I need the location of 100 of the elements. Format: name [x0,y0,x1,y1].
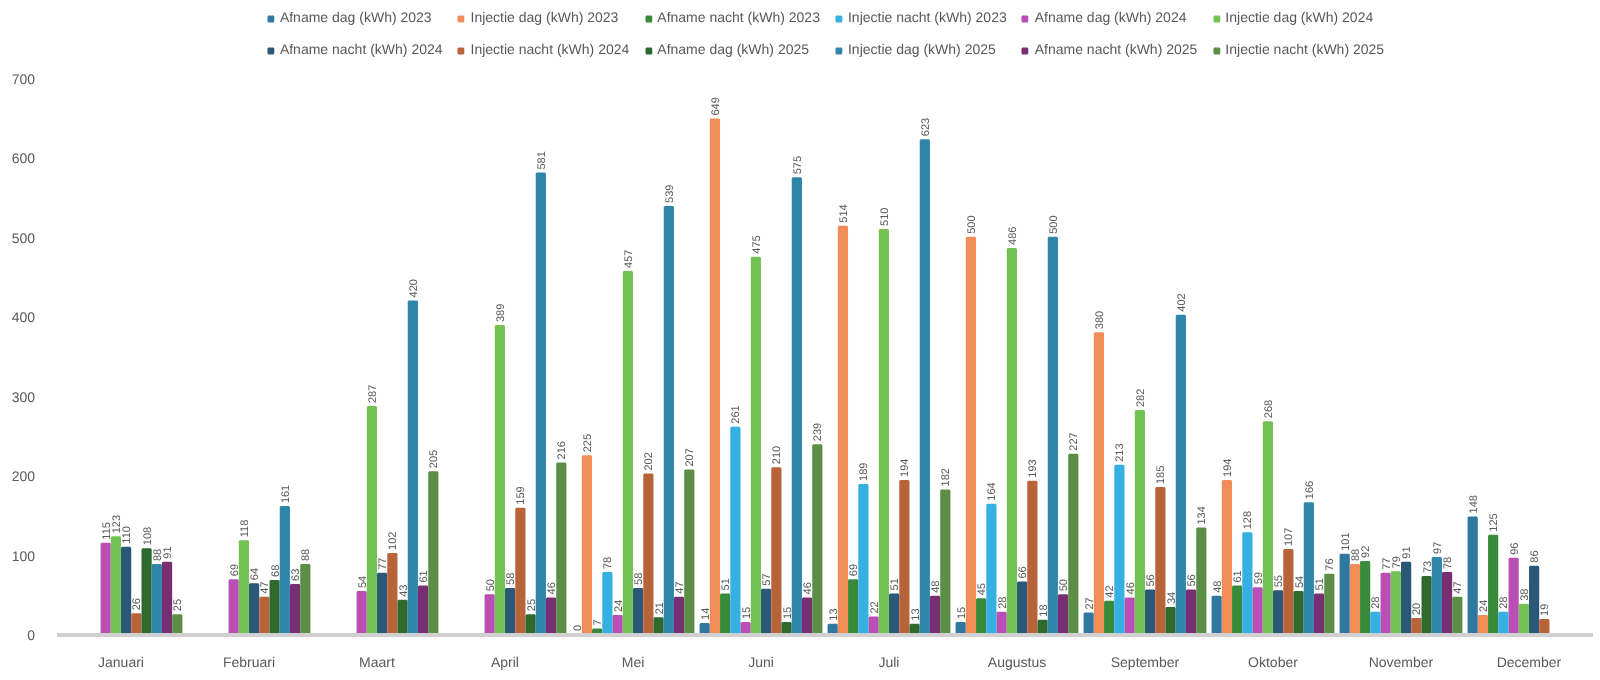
bar [1221,479,1233,635]
bar [1380,572,1391,635]
bar [633,587,644,635]
bar [535,172,546,635]
bar [602,572,613,635]
bar [837,225,849,635]
bar [525,614,536,635]
bar [986,503,997,635]
bar [858,483,869,635]
bar [484,594,495,635]
bar [110,536,121,635]
bar [663,205,674,635]
bar [771,467,782,635]
bar [1349,564,1361,635]
bar [300,564,311,635]
bar [730,426,741,635]
bar [1467,516,1478,635]
bar [1313,593,1325,635]
bar [1185,589,1197,635]
bar [1175,314,1186,635]
bar [505,587,516,635]
bar [161,561,173,635]
bar [172,614,183,635]
bar [151,564,162,635]
bar [1498,611,1509,635]
bar [684,469,695,635]
bar [622,271,633,635]
bar [1232,585,1243,635]
bar [417,585,429,635]
bar [878,228,889,635]
bar [929,595,941,635]
bar [228,579,239,635]
bar [366,406,377,635]
bar [919,139,930,635]
bar [121,546,132,635]
bar [899,479,910,635]
bar [1262,421,1273,635]
bar [1017,581,1028,635]
bar [889,593,900,635]
bar [556,462,567,635]
bar [279,506,290,635]
bar [996,611,1007,635]
bar [1252,587,1263,635]
bar [100,542,111,635]
bar [801,597,813,635]
bar [269,579,280,635]
bar [791,177,802,635]
bar [1006,247,1017,635]
bar [377,572,388,635]
bar [1145,589,1156,635]
bar [709,118,721,635]
bar [515,507,526,635]
bar [1293,591,1304,635]
bar [1057,594,1069,635]
bar [1283,549,1294,635]
bar [1155,487,1166,635]
bar [289,583,301,635]
bar [1324,573,1335,635]
bar [1211,595,1222,635]
bar [141,548,152,635]
bar [1370,611,1381,635]
bar [1027,480,1038,635]
bar [1124,597,1135,635]
bar [720,593,731,635]
bar [1441,572,1453,635]
bar [259,596,270,635]
bar [494,325,505,635]
bar [1452,596,1463,635]
bar [750,256,761,635]
bar [653,617,664,635]
bar [1047,236,1058,635]
bar [812,444,823,635]
bar [848,579,859,635]
bar [643,473,654,635]
bar [387,552,398,635]
bar [1093,332,1105,635]
bar [1360,560,1371,635]
bar [1104,600,1115,635]
bar [1339,553,1350,635]
bar [407,300,418,635]
bar [761,588,772,635]
bar [1196,527,1207,635]
bar [1165,606,1176,635]
bar [1273,590,1284,635]
bar [976,598,987,635]
bar [1303,502,1314,635]
bar [1134,410,1145,635]
bar [1390,571,1401,635]
bar [1477,614,1489,635]
bar [131,613,142,635]
bar [965,236,977,635]
bar [673,596,685,635]
bar [1508,557,1519,635]
bar [397,599,408,635]
bar [238,540,249,635]
bar [1431,556,1442,635]
bar [249,583,260,635]
bar [1401,561,1412,635]
bar [1242,532,1253,635]
bar [428,471,439,635]
